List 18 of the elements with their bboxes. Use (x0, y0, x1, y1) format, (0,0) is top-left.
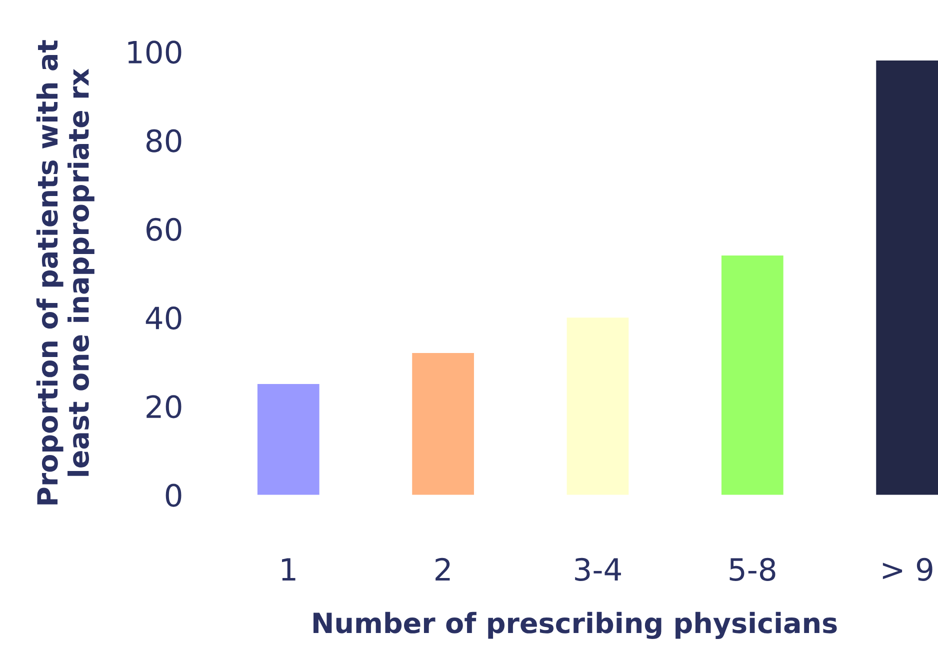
y-tick-label: 100 (128, 40, 182, 64)
x-axis-title: Number of prescribing physicians (314, 612, 837, 640)
y-axis-title: Proportion of patients with at least one inappropriate rx (36, 40, 94, 504)
bar (721, 256, 784, 495)
bar (412, 353, 474, 495)
y-tick-label: 60 (146, 218, 182, 241)
y-tick-label: 0 (166, 484, 182, 507)
x-tick-label: 5-8 (730, 558, 776, 581)
bar (876, 60, 938, 495)
bar (566, 318, 629, 495)
x-tick-label: > 9 (882, 558, 932, 581)
bar (257, 384, 320, 495)
x-tick-label: 2 (436, 558, 450, 581)
y-tick-label: 80 (146, 129, 182, 152)
y-tick-label: 20 (146, 395, 182, 418)
x-tick-label: 3-4 (575, 558, 621, 581)
x-tick-label: 1 (282, 558, 296, 581)
y-tick-label: 40 (146, 306, 182, 330)
